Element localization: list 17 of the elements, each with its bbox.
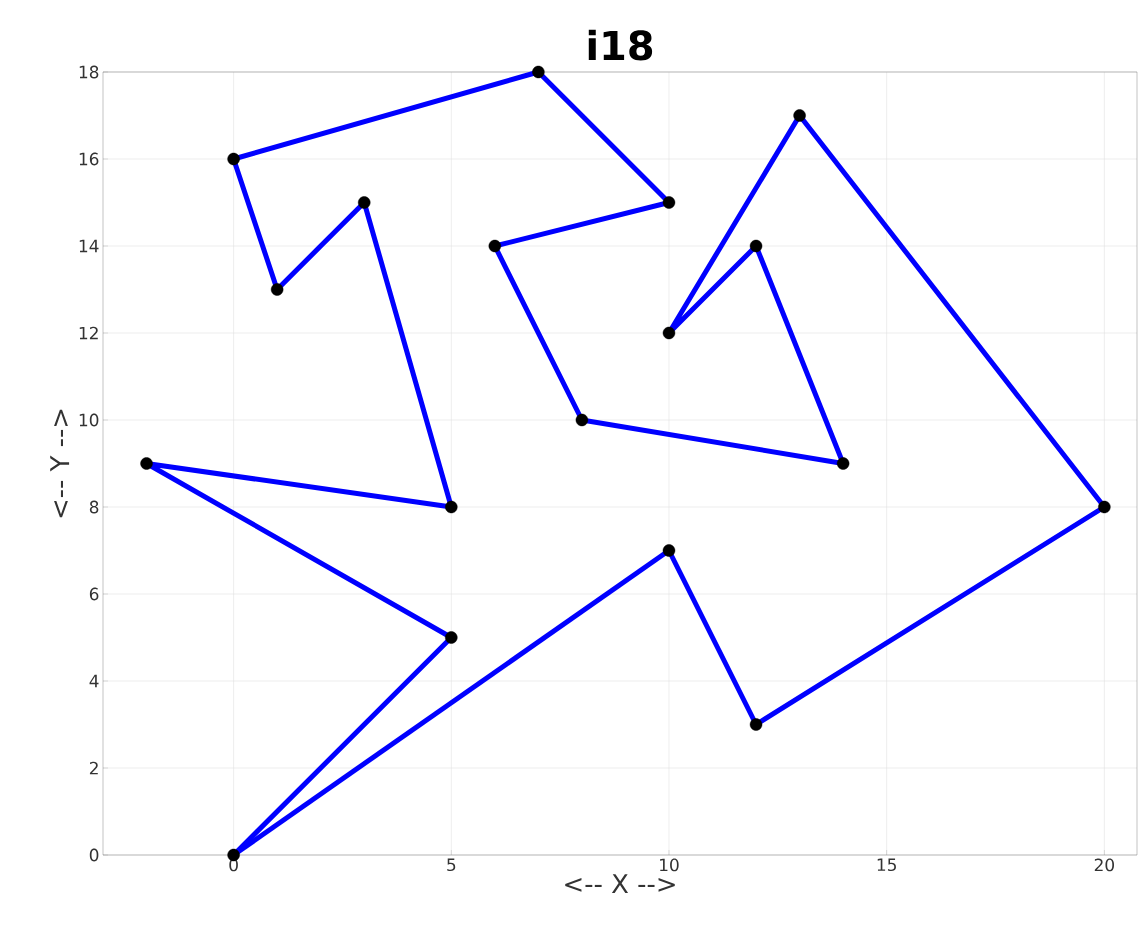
y-axis-title: <-- Y --> [50,409,70,518]
chart-title: i18 [588,29,653,61]
y-tick-label: 0 [89,848,99,862]
y-tick-label: 18 [79,65,99,79]
y-tick-label: 14 [79,239,99,253]
x-tick-label: 5 [447,858,456,872]
y-tick-label: 2 [89,761,98,775]
x-tick-label: 15 [877,858,896,872]
y-tick-label: 12 [79,326,98,340]
x-tick-label: 10 [660,858,679,872]
x-tick-label: 20 [1094,858,1114,872]
y-tick-label: 6 [89,587,99,601]
y-tick-label: 10 [79,413,99,427]
x-axis-title: <-- X --> [565,874,675,894]
y-tick-label: 4 [89,674,99,688]
y-tick-label: 16 [79,152,99,166]
y-tick-label: 8 [89,500,99,514]
